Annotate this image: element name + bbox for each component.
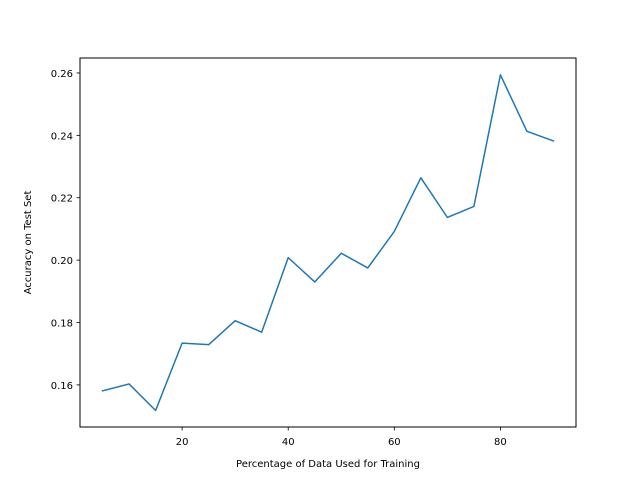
- series-line: [101, 74, 555, 412]
- data-point: [393, 230, 395, 232]
- data-point: [260, 331, 262, 333]
- y-tick-label: 0.18: [51, 319, 73, 330]
- x-tick-label: 20: [176, 437, 189, 448]
- x-tick-label: 60: [388, 437, 401, 448]
- data-point: [420, 177, 422, 179]
- y-tick-label: 0.20: [51, 256, 73, 267]
- data-point: [499, 74, 501, 76]
- y-tick-label: 0.26: [51, 69, 73, 80]
- data-point: [473, 205, 475, 207]
- data-point: [181, 342, 183, 344]
- data-point: [207, 343, 209, 345]
- x-axis-label: Percentage of Data Used for Training: [236, 459, 420, 470]
- plot-area-background: [80, 58, 576, 427]
- plot-frame: [79, 57, 577, 428]
- y-tick-label: 0.22: [51, 194, 73, 205]
- x-tick-label: 80: [494, 437, 507, 448]
- series-layer: [101, 74, 555, 412]
- y-axis-label: Accuracy on Test Set: [23, 191, 34, 295]
- data-point: [154, 409, 156, 411]
- y-axis-ticks: 0.16 0.18 0.20 0.22 0.24 0.26: [51, 69, 80, 392]
- y-tick-label: 0.24: [51, 131, 73, 142]
- data-point: [367, 267, 369, 269]
- x-tick-label: 40: [282, 437, 295, 448]
- x-axis-ticks: 20 40 60 80: [176, 427, 507, 448]
- data-point: [526, 130, 528, 132]
- data-point: [287, 256, 289, 258]
- data-point: [101, 390, 103, 392]
- data-point: [234, 319, 236, 321]
- data-point: [128, 383, 130, 385]
- y-tick-label: 0.16: [51, 381, 73, 392]
- data-point: [340, 252, 342, 254]
- data-point: [552, 140, 554, 142]
- data-point: [314, 281, 316, 283]
- data-point: [446, 216, 448, 218]
